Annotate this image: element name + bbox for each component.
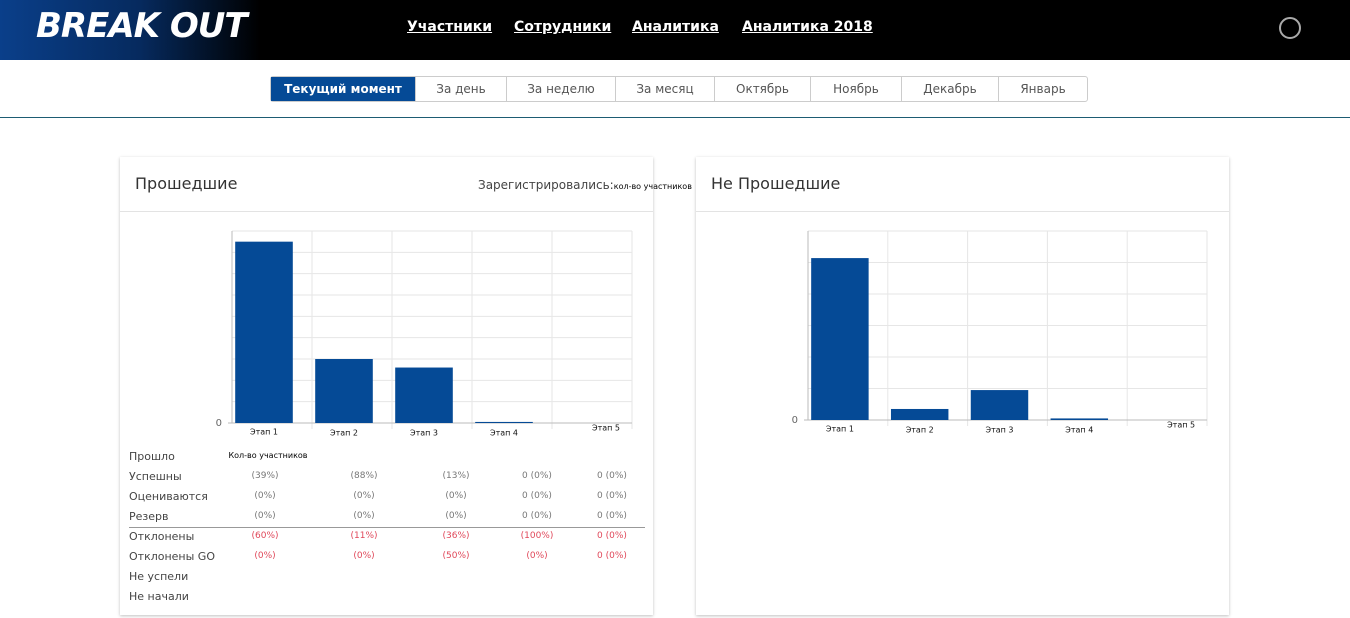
logo[interactable]: BREAK OUT bbox=[36, 6, 248, 46]
x-tick-label: Этап 1 bbox=[250, 428, 278, 437]
row-label: Отклонены bbox=[129, 530, 195, 543]
row-cell: (100%) bbox=[520, 531, 554, 541]
nav-link[interactable]: Сотрудники bbox=[514, 19, 612, 35]
row-cell: (11%) bbox=[350, 531, 378, 541]
card: Не Прошедшие bbox=[696, 157, 1229, 615]
x-tick-label: Этап 2 bbox=[330, 429, 358, 438]
bar bbox=[970, 390, 1029, 420]
row-label: Отклонены GO bbox=[129, 550, 215, 563]
registered-label: Зарегистрировались: bbox=[478, 178, 614, 192]
row-cell: (0%) bbox=[445, 511, 467, 521]
row-cell: (0%) bbox=[445, 491, 467, 501]
registered-value: кол-во участников bbox=[613, 182, 692, 191]
x-tick-label: Этап 3 bbox=[985, 426, 1013, 435]
row-cell: (60%) bbox=[251, 531, 279, 541]
row-label: Успешны bbox=[129, 470, 182, 483]
x-tick-label: Этап 1 bbox=[826, 425, 854, 434]
tab[interactable]: За неделю bbox=[506, 77, 615, 101]
card-title: Не Прошедшие bbox=[711, 174, 841, 193]
bar bbox=[811, 258, 869, 420]
header: BREAK OUT Участники Сотрудники Аналитика Ан… bbox=[0, 0, 1350, 60]
bar bbox=[395, 367, 453, 423]
x-tick-label: Этап 4 bbox=[1065, 426, 1093, 435]
row-cell: (88%) bbox=[350, 471, 378, 481]
row-cell: 0 (0%) bbox=[597, 531, 627, 541]
row-cell: Кол-во участников bbox=[228, 451, 308, 460]
row-cell: 0 (0%) bbox=[522, 491, 552, 501]
row-cell: (36%) bbox=[442, 531, 470, 541]
divider bbox=[696, 211, 1229, 212]
row-cell: 0 (0%) bbox=[522, 511, 552, 521]
separator bbox=[0, 117, 1350, 118]
tab[interactable]: Декабрь bbox=[901, 77, 998, 101]
row-label: Резерв bbox=[129, 510, 169, 523]
y-tick-label: 0 bbox=[792, 415, 798, 426]
row-cell: 0 (0%) bbox=[522, 471, 552, 481]
x-tick-label: Этап 5 bbox=[1167, 421, 1195, 430]
period-tabs: Текущий момент За день За неделю За месяц Ок… bbox=[270, 76, 1088, 102]
x-tick-label: Этап 2 bbox=[906, 426, 934, 435]
y-tick-label: 0 bbox=[216, 418, 222, 429]
row-cell: (39%) bbox=[251, 471, 279, 481]
row-cell: (0%) bbox=[526, 551, 548, 561]
row-cell: 0 (0%) bbox=[597, 491, 627, 501]
nav-link[interactable]: Аналитика 2018 bbox=[742, 19, 873, 35]
row-cell: (0%) bbox=[353, 551, 375, 561]
row-cell: 0 (0%) bbox=[597, 511, 627, 521]
row-cell: 0 (0%) bbox=[597, 471, 627, 481]
row-divider bbox=[129, 527, 645, 528]
row-cell: (13%) bbox=[442, 471, 470, 481]
x-tick-label: Этап 5 bbox=[592, 424, 620, 433]
row-label: Прошло bbox=[129, 450, 175, 463]
row-cell: (0%) bbox=[254, 551, 276, 561]
logout-button[interactable] bbox=[1279, 17, 1301, 39]
registered: Зарегистрировались:кол-во участников bbox=[478, 178, 692, 192]
row-cell: (0%) bbox=[353, 511, 375, 521]
bar bbox=[475, 421, 533, 423]
row-cell: (0%) bbox=[353, 491, 375, 501]
bar bbox=[890, 408, 949, 420]
tab[interactable]: Январь bbox=[998, 77, 1087, 101]
card-title: Прошедшие bbox=[135, 174, 238, 193]
tab[interactable]: Октябрь bbox=[714, 77, 810, 101]
nav-link[interactable]: Участники bbox=[407, 19, 493, 35]
row-cell: (50%) bbox=[442, 551, 470, 561]
row-cell: (0%) bbox=[254, 491, 276, 501]
bar bbox=[315, 359, 373, 423]
card: Прошедшие Зарегистрировались:кол-во учас… bbox=[120, 157, 692, 615]
row-label: Не успели bbox=[129, 570, 189, 583]
row-label: Не начали bbox=[129, 590, 189, 603]
tab[interactable]: Ноябрь bbox=[810, 77, 901, 101]
x-tick-label: Этап 4 bbox=[490, 429, 518, 438]
x-tick-label: Этап 3 bbox=[410, 429, 438, 438]
row-cell: 0 (0%) bbox=[597, 551, 627, 561]
bar bbox=[235, 241, 293, 423]
tab[interactable]: За месяц bbox=[615, 77, 714, 101]
tab[interactable]: За день bbox=[415, 77, 506, 101]
nav-link[interactable]: Аналитика bbox=[632, 19, 719, 35]
bar bbox=[1050, 418, 1109, 420]
divider bbox=[120, 211, 653, 212]
row-cell: (0%) bbox=[254, 511, 276, 521]
row-label: Оцениваются bbox=[129, 490, 208, 503]
tab[interactable]: Текущий момент bbox=[271, 77, 415, 101]
